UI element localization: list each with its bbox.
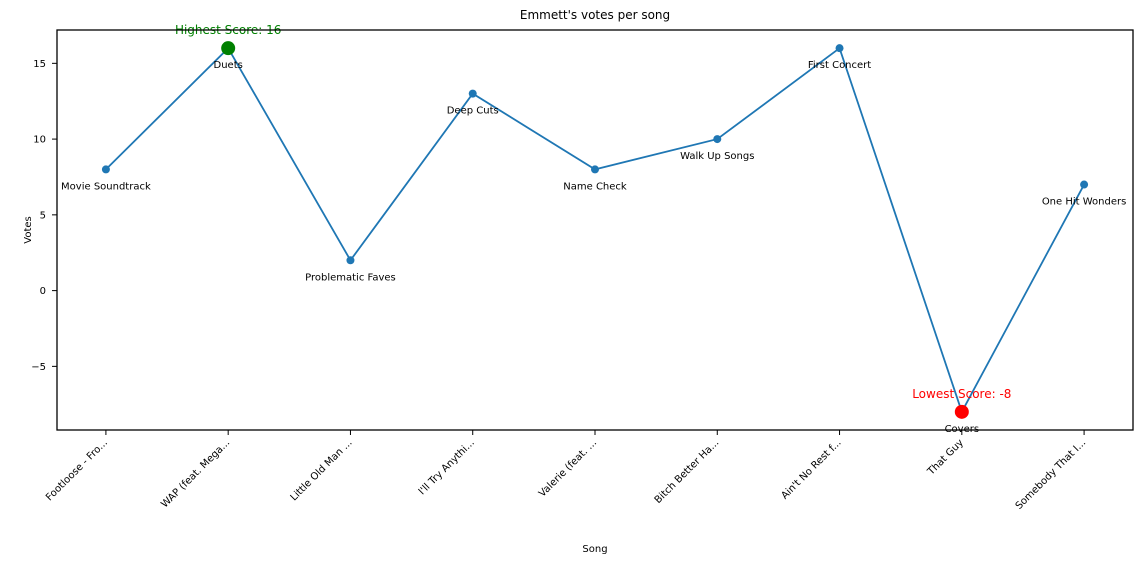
point-labels-layer: Movie Soundtrack Duets Problematic Faves De…	[61, 60, 1126, 435]
series-line	[105, 46, 1085, 415]
x-tick-label: Footloose - Fro...	[44, 437, 110, 503]
x-tick-label: Ain't No Rest f...	[779, 437, 843, 501]
series-layer	[101, 44, 1089, 416]
data-point-marker	[468, 89, 477, 98]
x-tick-label: Little Old Man ...	[289, 437, 355, 503]
x-tick-label: WAP (feat. Mega...	[159, 437, 232, 510]
x-tick-label: Somebody That I...	[1014, 437, 1089, 512]
x-tick-label: I'll Try Anythi...	[417, 437, 477, 497]
data-point-marker	[713, 135, 722, 144]
point-label: Walk Up Songs	[680, 151, 754, 162]
x-tick-label: That Guy	[925, 437, 966, 478]
data-point-marker	[835, 44, 844, 53]
point-label: Duets	[214, 60, 243, 71]
highlight-marker-min	[954, 404, 969, 419]
y-tick-label: 5	[40, 210, 46, 221]
data-point-marker	[101, 165, 110, 174]
point-label: First Concert	[808, 60, 871, 71]
point-label: One Hit Wonders	[1042, 197, 1127, 208]
axes-ticks-layer: −5 0 5 10 15 Footloose - Fro... WAP (feat. Meg…	[31, 59, 1088, 512]
x-tick-label: Bitch Better Ha...	[653, 437, 722, 506]
y-tick-label: 15	[33, 59, 46, 70]
point-label: Covers	[945, 424, 980, 435]
point-label: Name Check	[563, 181, 627, 192]
annotation-text-min: Lowest Score: -8	[912, 387, 1011, 401]
point-label: Problematic Faves	[305, 272, 396, 283]
y-tick-label: 10	[33, 135, 46, 146]
x-tick-label: Valerie (feat. ...	[537, 437, 599, 499]
point-label: Deep Cuts	[447, 106, 499, 117]
data-point-marker	[346, 256, 355, 265]
point-label: Movie Soundtrack	[61, 181, 151, 192]
data-point-marker	[591, 165, 599, 174]
x-axis-title: Song	[582, 544, 607, 555]
y-axis-title: Votes	[23, 216, 34, 243]
highlight-marker-max	[221, 41, 236, 56]
plot-area-border	[56, 29, 1134, 431]
y-tick-label: 0	[40, 286, 46, 297]
chart-title: Emmett's votes per song	[520, 8, 670, 22]
data-point-marker	[1080, 180, 1089, 189]
y-tick-label: −5	[31, 362, 46, 373]
